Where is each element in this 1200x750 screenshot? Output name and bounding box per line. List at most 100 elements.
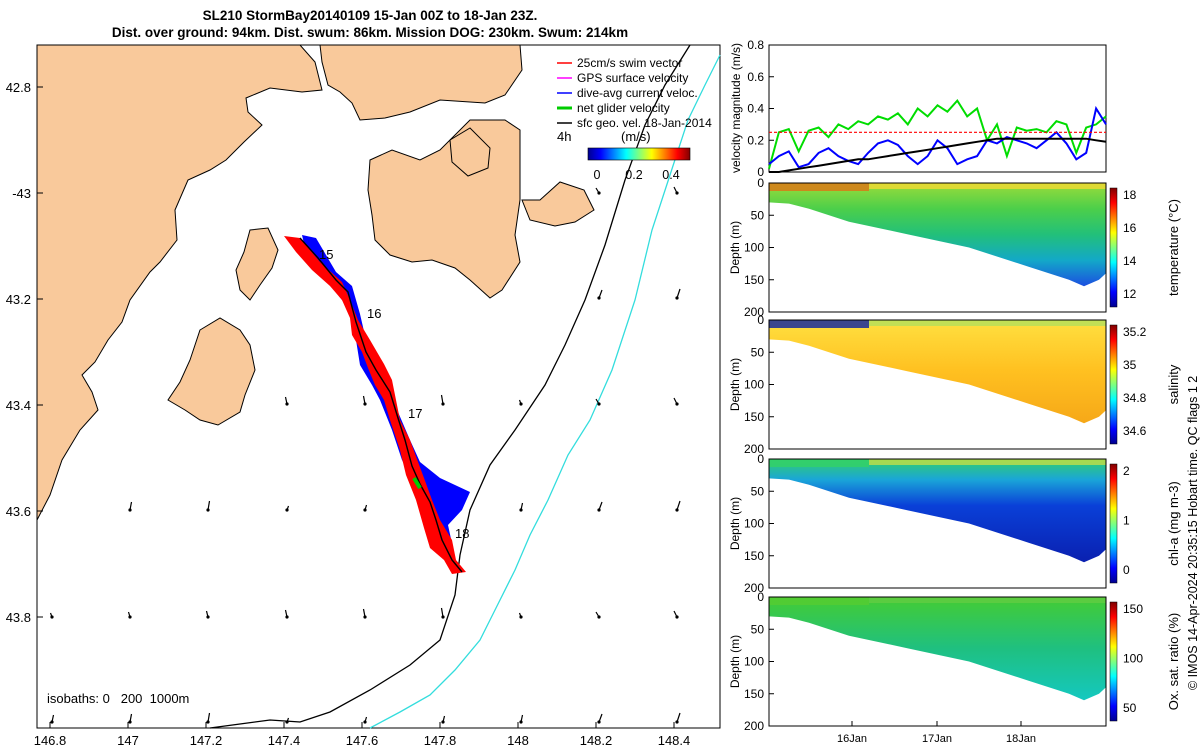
geo-vector-head — [675, 508, 679, 512]
interval-label: 4h — [557, 129, 571, 144]
lon-tick-label: 146.8 — [34, 733, 67, 748]
geo-vector-head — [206, 720, 210, 724]
lon-tick-label: 147.8 — [424, 733, 457, 748]
lat-tick-label: 42.8 — [6, 80, 31, 95]
bruny-island — [167, 317, 256, 426]
swim-vector-swath — [284, 236, 466, 574]
depth-tick-label: 150 — [744, 549, 764, 563]
geo-vector-head — [363, 402, 367, 406]
geo-vector-head — [519, 402, 523, 406]
geo-vector-head — [519, 720, 523, 724]
latitude-axis: 42.8 -43 43.2 43.4 43.6 43.8 — [6, 80, 43, 625]
speed-colorbar — [587, 147, 691, 161]
velocity-series-line — [768, 105, 1107, 169]
geo-vector-head — [128, 720, 132, 724]
surface-layer — [769, 183, 869, 191]
colorbar-tick-label: 34.8 — [1123, 391, 1147, 405]
depth-tick-label: 100 — [744, 655, 764, 669]
colorbar-tick-label: 35.2 — [1123, 325, 1147, 339]
surface-layer — [769, 459, 869, 467]
time-axis: 16Jan 17Jan 18Jan — [837, 721, 1036, 745]
velocity-ytick-label: 0.8 — [747, 38, 764, 52]
legend-entry: sfc geo. vel. 18-Jan-2014 — [577, 116, 712, 130]
forestier-peninsula — [449, 127, 491, 177]
depth-tick-label: 150 — [744, 410, 764, 424]
geo-vector-head — [441, 720, 445, 724]
depth-tick-label: 150 — [744, 273, 764, 287]
velocity-ytick-label: 0.6 — [747, 70, 764, 84]
section-data-field — [769, 459, 1106, 563]
depth-axis-label: Depth (m) — [728, 358, 742, 411]
colorbar-tick: 0.4 — [662, 168, 679, 182]
geo-vector-head — [675, 191, 679, 195]
section-colorbar — [1109, 463, 1118, 584]
geo-vector-head — [206, 508, 210, 512]
depth-tick-label: 200 — [744, 442, 764, 456]
colorbar-title: chl-a (mg m-3) — [1166, 481, 1181, 566]
geo-vector-head — [597, 615, 601, 619]
geo-vector-head — [597, 720, 601, 724]
lon-tick-label: 147.4 — [268, 733, 301, 748]
depth-axis-label: Depth (m) — [728, 221, 742, 274]
geo-vector-head — [50, 615, 54, 619]
geo-vector-head — [519, 508, 523, 512]
day-label-16: 16 — [367, 306, 381, 321]
colorbar-tick-label: 18 — [1123, 188, 1137, 202]
colorbar-label: (m/s) — [621, 129, 651, 144]
velocity-ytick-label: 0.2 — [747, 133, 764, 147]
net-glider-track — [299, 237, 463, 573]
colorbar-tick-label: 0 — [1123, 563, 1130, 577]
geo-vector-head — [597, 402, 601, 406]
land-mass-north — [319, 45, 523, 121]
lat-tick-label: 43.4 — [6, 398, 31, 413]
colorbar-tick-label: 16 — [1123, 221, 1137, 235]
depth-tick-label: 0 — [757, 590, 764, 604]
lon-tick-label: 147.6 — [346, 733, 379, 748]
surface-layer — [769, 320, 869, 328]
south-arm-peninsula — [235, 227, 279, 301]
time-series-panels: 0 0.2 0.4 0.6 0.8 velocity magnitude (m/s) 0… — [728, 38, 1181, 745]
day-label-18: 18 — [455, 526, 469, 541]
isobath-200m — [209, 44, 691, 729]
colorbar-tick-label: 150 — [1123, 602, 1143, 616]
geo-vector-head — [363, 720, 367, 724]
section-data-field — [769, 320, 1106, 424]
geo-vector-head — [597, 296, 601, 300]
section-panel: 0 50 100 150 200 Depth (m) 0 1 2 chl-a (mg m-3) — [728, 452, 1181, 595]
time-tick-label: 17Jan — [922, 733, 952, 745]
colorbar-tick: 0.2 — [625, 168, 642, 182]
depth-tick-label: 50 — [751, 484, 765, 498]
geo-vector-head — [675, 720, 679, 724]
section-colorbar — [1109, 601, 1118, 722]
depth-tick-label: 100 — [744, 241, 764, 255]
geo-vector-head — [519, 615, 523, 619]
colorbar-tick: 0 — [594, 168, 601, 182]
day-label-17: 17 — [408, 406, 422, 421]
chart-title: SL210 StormBay20140109 15-Jan 00Z to 18-… — [202, 8, 538, 23]
depth-tick-label: 0 — [757, 452, 764, 466]
coast-detail-east — [521, 181, 595, 227]
geo-vector-head — [363, 615, 367, 619]
lat-tick-label: 43.8 — [6, 610, 31, 625]
section-panel: 0 50 100 150 200 Depth (m) 50 100 150 Ox. sat. ra… — [728, 590, 1181, 733]
time-tick-label: 18Jan — [1006, 733, 1036, 745]
depth-tick-label: 0 — [757, 313, 764, 327]
lon-tick-label: 148 — [507, 733, 529, 748]
surface-layer — [869, 183, 1106, 189]
depth-tick-label: 0 — [757, 176, 764, 190]
geo-vector-head — [675, 615, 679, 619]
day-label-15: 15 — [319, 247, 333, 262]
geo-vector-head — [128, 615, 132, 619]
depth-tick-label: 150 — [744, 687, 764, 701]
colorbar-tick-label: 1 — [1123, 514, 1130, 528]
depth-axis-label: Depth (m) — [728, 497, 742, 550]
geostrophic-vector-field — [49, 186, 681, 724]
velocity-ytick-label: 0.4 — [747, 102, 764, 116]
geo-vector-head — [441, 615, 445, 619]
velocity-series-line — [769, 137, 1107, 173]
velocity-series-line — [768, 98, 1107, 170]
geo-vector-head — [285, 402, 289, 406]
depth-tick-label: 100 — [744, 517, 764, 531]
lat-tick-label: 43.2 — [6, 292, 31, 307]
